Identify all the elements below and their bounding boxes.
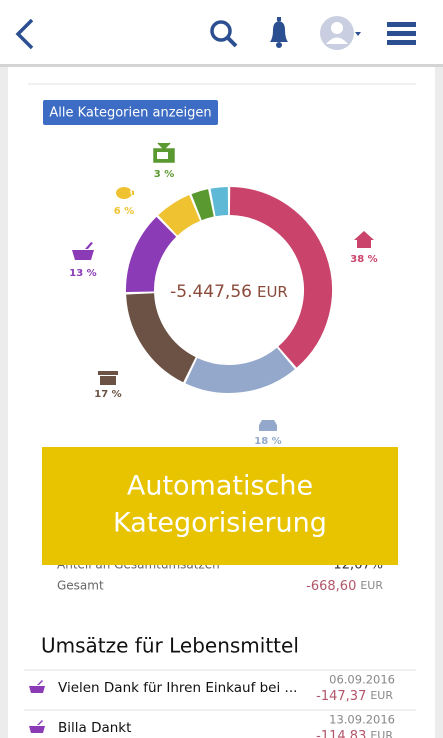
- banner-line: Automatische: [127, 471, 313, 502]
- transaction-date: 13.09.2016: [329, 713, 395, 727]
- banner-line: Kategorisierung: [113, 508, 327, 539]
- category-icon: [153, 142, 175, 163]
- transaction-row[interactable]: Vielen Dank für Ihren Einkauf bei ... 06.…: [29, 673, 395, 704]
- transaction-title: Billa Dankt: [58, 720, 131, 736]
- category-icon: [98, 371, 118, 385]
- banner: [42, 447, 398, 565]
- icon-shape: [259, 420, 277, 431]
- category-icon: [29, 680, 45, 693]
- center-amount: -5.447,56 EUR: [170, 282, 288, 302]
- transaction-title: Vielen Dank für Ihren Einkauf bei ...: [58, 680, 297, 696]
- donut-segment: [158, 194, 201, 236]
- segment-label: 3 %: [154, 169, 174, 180]
- amount: -668,60: [306, 579, 356, 594]
- icon-shape: [72, 242, 94, 260]
- segment-label: 18 %: [254, 436, 281, 447]
- category-icon: [116, 187, 134, 199]
- icon-shape: [98, 371, 118, 385]
- icon-shape: [116, 187, 134, 199]
- header: [0, 0, 443, 64]
- donut-segment: [210, 187, 229, 217]
- search-button[interactable]: [210, 20, 238, 48]
- header-shadow: [0, 64, 443, 67]
- donut-segment: [191, 189, 215, 221]
- total-label: Gesamt: [57, 579, 104, 593]
- filter-button-label: Alle Kategorien anzeigen: [49, 106, 211, 121]
- profile-button[interactable]: [320, 16, 361, 50]
- notification-button[interactable]: [270, 17, 288, 48]
- currency: EUR: [370, 689, 393, 702]
- segment-label: 13 %: [69, 268, 96, 279]
- transaction-amount: -147,37 EUR: [316, 689, 393, 704]
- donut-segment: [126, 292, 197, 383]
- section-title: Umsätze für Lebensmittel: [41, 634, 299, 658]
- segment-label: 38 %: [350, 254, 377, 265]
- donut-segment: [185, 347, 295, 393]
- donut-segment: [126, 216, 177, 293]
- category-icon: [259, 420, 277, 431]
- category-icon: [29, 720, 45, 733]
- filter-button[interactable]: [43, 100, 218, 125]
- transaction-date: 06.09.2016: [329, 673, 395, 687]
- currency: EUR: [257, 283, 288, 301]
- amount: -114,83: [316, 729, 366, 738]
- menu-button[interactable]: [387, 22, 416, 45]
- segment-label: 6 %: [114, 206, 134, 217]
- category-icon: [72, 242, 94, 260]
- amount: -147,37: [316, 689, 366, 704]
- segment-label: 17 %: [94, 389, 121, 400]
- card: [8, 66, 435, 738]
- currency: EUR: [360, 579, 383, 592]
- total-amount: -668,60 EUR: [306, 579, 383, 594]
- transaction-amount: -114,83 EUR: [316, 729, 393, 738]
- category-icon: [354, 231, 374, 248]
- icon-shape: [354, 231, 374, 248]
- transaction-row[interactable]: Billa Dankt 13.09.2016 -114,83 EUR: [29, 713, 395, 738]
- currency: EUR: [370, 729, 393, 738]
- donut-segment: [229, 187, 332, 368]
- amount: -5.447,56: [170, 282, 252, 302]
- icon-screen: [157, 152, 168, 159]
- back-button[interactable]: [15, 18, 34, 50]
